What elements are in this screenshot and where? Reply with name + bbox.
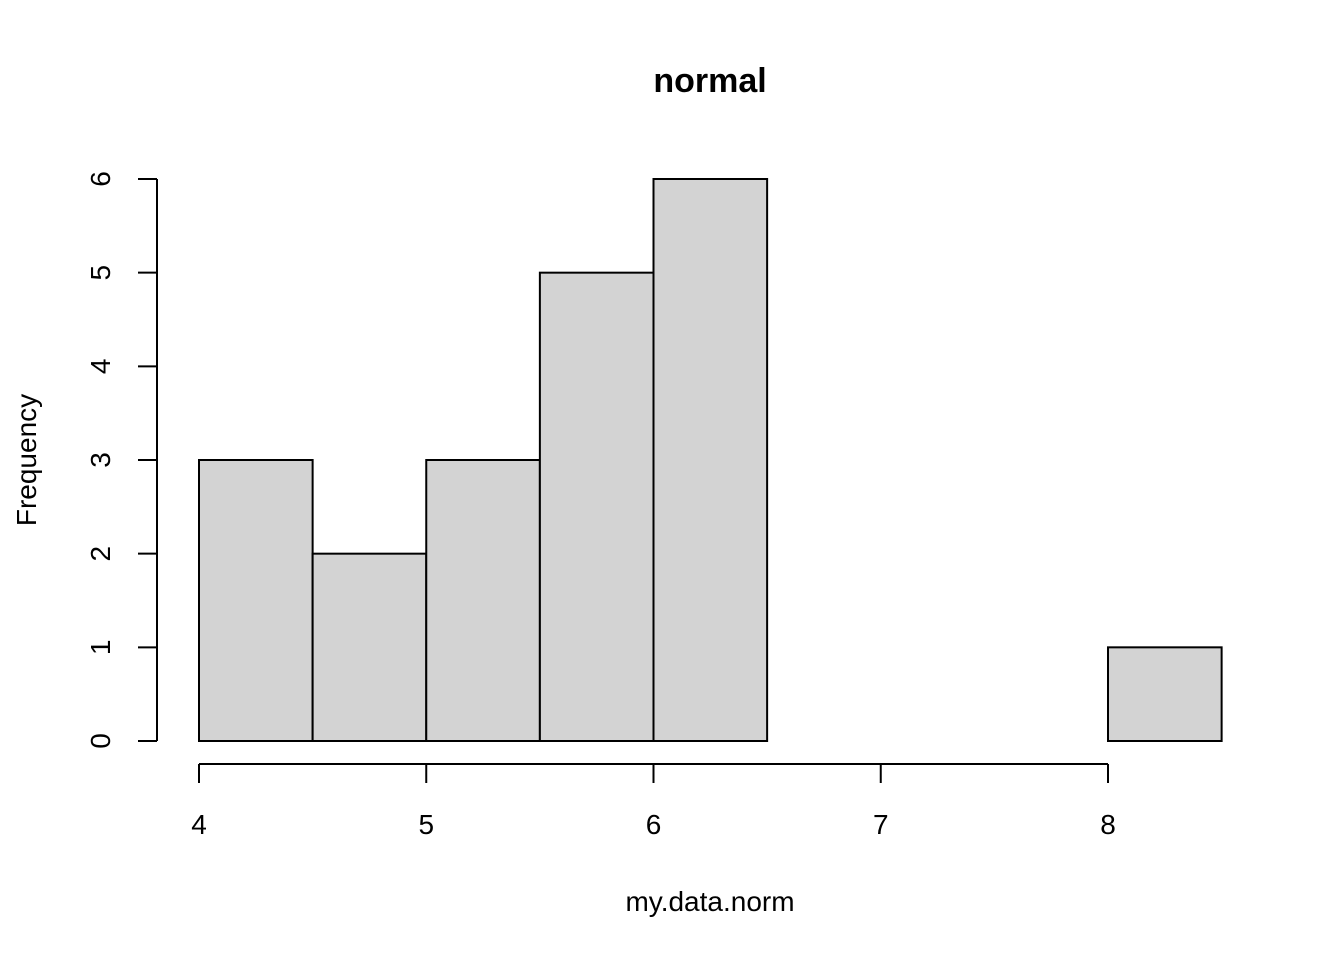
y-tick-label: 5 xyxy=(85,265,116,281)
histogram-bar xyxy=(1107,646,1223,742)
y-tick-label: 4 xyxy=(85,359,116,375)
x-tick-label: 5 xyxy=(418,809,434,840)
y-axis: 0 1 2 3 4 5 6 xyxy=(85,171,158,749)
y-tick-label: 0 xyxy=(85,733,116,749)
histogram-bar xyxy=(652,178,769,742)
histogram-bar xyxy=(425,459,541,742)
x-tick-label: 6 xyxy=(646,809,662,840)
y-tick-label: 2 xyxy=(85,546,116,562)
x-tick-label: 8 xyxy=(1100,809,1116,840)
y-tick-label: 6 xyxy=(85,171,116,187)
y-tick-label: 3 xyxy=(85,452,116,468)
x-axis: 4 5 6 7 8 xyxy=(191,763,1116,840)
histogram-bar xyxy=(538,271,655,742)
y-tick-label: 1 xyxy=(85,640,116,656)
x-axis-label: my.data.norm xyxy=(625,886,794,917)
x-tick-label: 7 xyxy=(873,809,889,840)
x-tick-label: 4 xyxy=(191,809,207,840)
histogram-bar xyxy=(198,459,314,742)
bars-group xyxy=(198,178,1223,743)
chart-title: normal xyxy=(653,62,766,100)
y-axis-label: Frequency xyxy=(11,394,42,526)
histogram-bar xyxy=(311,552,428,743)
